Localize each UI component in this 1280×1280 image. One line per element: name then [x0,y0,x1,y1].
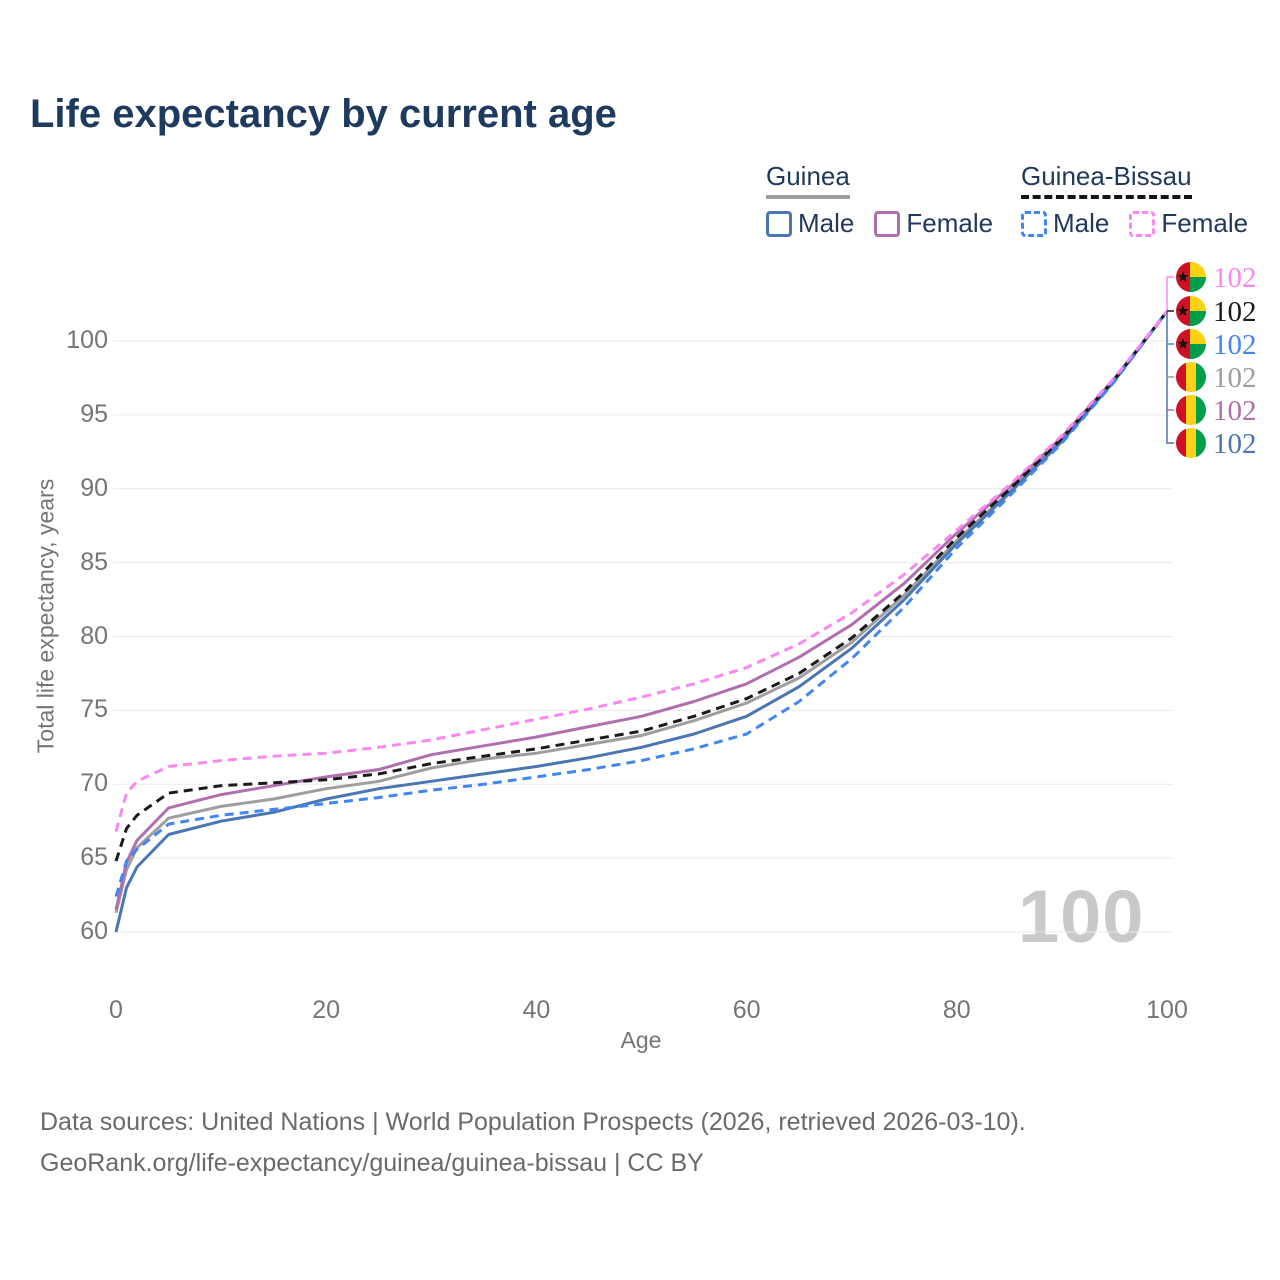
y-tick-label: 70 [80,769,108,798]
y-tick-label: 95 [80,399,108,428]
legend-item-label: Female [1161,208,1249,238]
leader-line [1166,276,1174,312]
y-tick-label: 90 [80,473,108,502]
guinea-flag-icon [1176,395,1206,425]
end-value-label: 102 [1213,362,1257,394]
legend-country-label[interactable]: Guinea-Bissau [1021,161,1192,199]
flag-stripe [1190,277,1206,292]
legend-item-label: Male [1053,208,1110,238]
legend-item-guinea-female[interactable]: Female [874,208,993,239]
flag-stripe [1176,362,1186,392]
legend-group-guinea: Guinea Male Female [766,161,1013,239]
flag-star [1177,338,1189,349]
y-tick-label: 65 [80,843,108,872]
x-tick-label: 40 [522,996,551,1024]
legend-item-guinea-bissau-male[interactable]: Male [1021,208,1109,239]
flag-stripe [1190,311,1206,326]
x-axis-title: Age [620,1027,662,1053]
guinea-flag-icon [1176,362,1206,392]
y-tick-label: 75 [80,695,108,724]
x-tick-label: 80 [942,996,971,1024]
y-axis-title: Total life expectancy, years [32,478,59,754]
flag-star [1177,305,1189,316]
end-value-label: 102 [1213,329,1257,361]
footer-attribution: GeoRank.org/life-expectancy/guinea/guine… [40,1149,704,1177]
y-tick-label: 80 [80,621,108,650]
guinea-bissau-flag-icon [1176,262,1206,292]
series-line-guinea-male [114,310,1169,933]
y-tick-label: 100 [66,326,108,354]
legend-swatch-icon[interactable] [874,210,901,237]
y-tick-label: 85 [80,547,108,576]
guinea-flag-icon [1176,428,1206,458]
footer-data-sources: Data sources: United Nations | World Pop… [40,1108,1026,1136]
end-value-label: 102 [1213,262,1257,294]
series-line-guinea-female [114,310,1169,911]
legend-country-label[interactable]: Guinea [766,161,850,199]
end-value-label: 102 [1213,395,1257,427]
legend-group-guinea-bissau: Guinea-Bissau Male Female [1021,161,1268,239]
flag-stripe [1190,329,1206,344]
x-tick-label: 60 [732,996,761,1024]
series-line-guinea-both [114,310,1169,914]
flag-stripe [1186,362,1196,392]
legend-item-label: Female [906,208,994,238]
flag-stripe [1186,395,1196,425]
end-value-label: 102 [1213,428,1257,460]
flag-stripe [1190,344,1206,359]
leader-line [1166,311,1174,444]
age-counter-watermark: 100 [1018,875,1145,958]
flag-stripe [1190,296,1206,311]
flag-stripe [1176,395,1186,425]
legend-item-guinea-bissau-female[interactable]: Female [1129,208,1248,239]
flag-stripe [1196,428,1206,458]
x-tick-label: 100 [1146,996,1188,1024]
y-tick-label: 60 [80,917,108,945]
x-tick-label: 0 [109,996,123,1024]
legend-swatch-icon[interactable] [766,210,792,237]
legend-swatch-icon[interactable] [1129,210,1156,237]
flag-stripe [1196,395,1206,425]
flag-stripe [1186,428,1196,458]
series-line-guinea-bissau-both [114,310,1169,862]
guinea-bissau-flag-icon [1176,329,1206,359]
flag-stripe [1176,428,1186,458]
end-value-label: 102 [1213,296,1257,328]
series-line-guinea-bissau-female [114,310,1169,832]
page-title: Life expectancy by current age [30,92,617,136]
flag-star [1177,271,1189,282]
legend-item-guinea-male[interactable]: Male [766,208,854,239]
legend-swatch-icon[interactable] [1021,210,1047,237]
flag-stripe [1190,262,1206,277]
flag-stripe [1196,362,1206,392]
series-line-guinea-bissau-male [114,310,1169,897]
guinea-bissau-flag-icon [1176,296,1206,326]
x-tick-label: 20 [312,996,341,1024]
legend-item-label: Male [798,208,855,238]
